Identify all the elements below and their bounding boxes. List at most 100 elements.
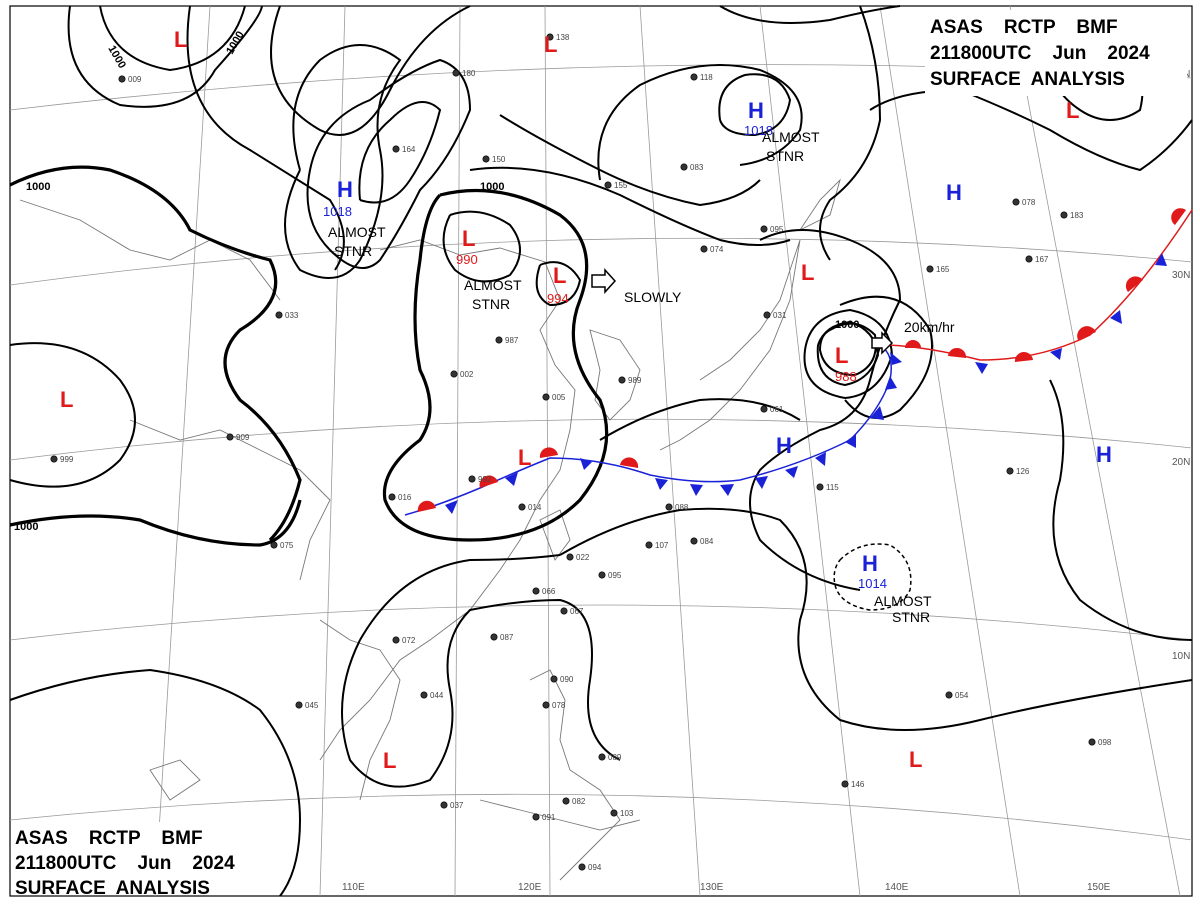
- station-pressure: 078: [1022, 198, 1036, 207]
- station-pressure: 118: [700, 73, 713, 82]
- isobars: [9, 5, 1193, 897]
- station-pressure: 066: [542, 587, 556, 596]
- coastlines: [19, 178, 841, 881]
- station-pressure: 165: [936, 265, 950, 274]
- station-marker: [532, 813, 540, 821]
- station-pressure: 082: [572, 797, 586, 806]
- station-marker: [760, 225, 768, 233]
- high-center: H 1014 ALMOST STNR: [858, 551, 932, 625]
- station-marker: [1006, 467, 1014, 475]
- station-pressure: 167: [1035, 255, 1049, 264]
- station-marker: [610, 809, 618, 817]
- station-pressure: 989: [628, 376, 642, 385]
- station-marker: [665, 503, 673, 511]
- station-marker: [550, 675, 558, 683]
- station-marker: [598, 753, 606, 761]
- isobar-label: 1000: [835, 319, 859, 331]
- high-note: STNR: [766, 148, 804, 164]
- station-pressure: 107: [655, 541, 669, 550]
- high-center: H 1018 ALMOST STNR: [744, 98, 820, 164]
- high-symbol: H: [748, 98, 764, 123]
- station-marker: [440, 801, 448, 809]
- station-pressure: 087: [500, 633, 514, 642]
- station-marker: [490, 633, 498, 641]
- station-marker: [604, 181, 612, 189]
- lon-label: 150E: [1087, 882, 1111, 893]
- station-pressure: 098: [1098, 738, 1112, 747]
- station-marker: [452, 69, 460, 77]
- station-pressure: 075: [280, 541, 294, 550]
- low-pressure: 988: [835, 369, 857, 384]
- low-note: ALMOST: [464, 277, 522, 293]
- station-marker: [1060, 211, 1068, 219]
- low-symbol: L: [544, 32, 557, 57]
- low-symbol: L: [174, 27, 187, 52]
- station-pressure: 089: [608, 753, 622, 762]
- station-marker: [450, 370, 458, 378]
- low-center: L 990 ALMOST STNR: [456, 226, 522, 312]
- station-marker: [690, 537, 698, 545]
- high-pressure: 1014: [858, 576, 887, 591]
- station-marker: [560, 607, 568, 615]
- station-pressure: 090: [560, 675, 574, 684]
- station-pressure: 126: [1016, 467, 1030, 476]
- high-note: ALMOST: [762, 129, 820, 145]
- station-marker: [841, 780, 849, 788]
- station-marker: [420, 691, 428, 699]
- station-marker: [542, 701, 550, 709]
- station-pressure: 084: [700, 537, 714, 546]
- header-line2: 211800UTC Jun 2024: [930, 43, 1150, 64]
- station-marker: [50, 455, 58, 463]
- low-note: STNR: [472, 296, 510, 312]
- high-symbol: H: [776, 433, 792, 458]
- station-pressure: 033: [285, 311, 299, 320]
- station-pressure: 074: [710, 245, 724, 254]
- station-marker: [1025, 255, 1033, 263]
- low-note: 20km/hr: [904, 319, 955, 335]
- station-pressure: 987: [505, 336, 519, 345]
- station-pressure: 067: [570, 607, 584, 616]
- header-line3: SURFACE ANALYSIS: [15, 878, 210, 899]
- station-marker: [945, 691, 953, 699]
- station-marker: [598, 571, 606, 579]
- station-marker: [392, 145, 400, 153]
- isobar-label: 1000: [14, 521, 38, 533]
- station-pressure: 094: [588, 863, 602, 872]
- station-pressure: 009: [128, 75, 142, 84]
- header-line1: ASAS RCTP BMF: [930, 17, 1118, 38]
- station-pressure: 095: [770, 225, 784, 234]
- low-symbol: L: [518, 445, 531, 470]
- high-note: ALMOST: [328, 224, 386, 240]
- low-center: L 988 20km/hr: [835, 319, 955, 384]
- header-line3: SURFACE ANALYSIS: [930, 69, 1125, 90]
- high-symbol: H: [337, 177, 353, 202]
- station-marker: [542, 393, 550, 401]
- station-pressure: 054: [955, 691, 969, 700]
- lon-label: 110E: [342, 882, 365, 893]
- high-pressure: 1018: [744, 123, 773, 138]
- station-pressure: 061: [770, 405, 784, 414]
- low-symbol: L: [553, 263, 566, 288]
- station-pressure: 103: [620, 809, 634, 818]
- station-marker: [226, 433, 234, 441]
- low-symbol: L: [60, 387, 73, 412]
- lon-label: 120E: [518, 882, 542, 893]
- station-marker: [518, 503, 526, 511]
- station-marker: [700, 245, 708, 253]
- station-pressure: 999: [60, 455, 74, 464]
- high-pressure: 1018: [323, 204, 352, 219]
- cold-front-barbs: [445, 253, 1167, 514]
- station-pressure: 088: [675, 503, 689, 512]
- station-marker: [118, 75, 126, 83]
- lon-label: 140E: [885, 882, 909, 893]
- low-center: L 994 SLOWLY: [547, 263, 682, 306]
- high-symbol: H: [862, 551, 878, 576]
- station-marker: [763, 311, 771, 319]
- low-symbol: L: [835, 343, 848, 368]
- station-marker: [1012, 198, 1020, 206]
- station-marker: [295, 701, 303, 709]
- high-symbol: H: [946, 180, 962, 205]
- station-marker: [1088, 738, 1096, 746]
- header-bottom-left: ASAS RCTP BMF 211800UTC Jun 2024 SURFACE…: [12, 822, 274, 899]
